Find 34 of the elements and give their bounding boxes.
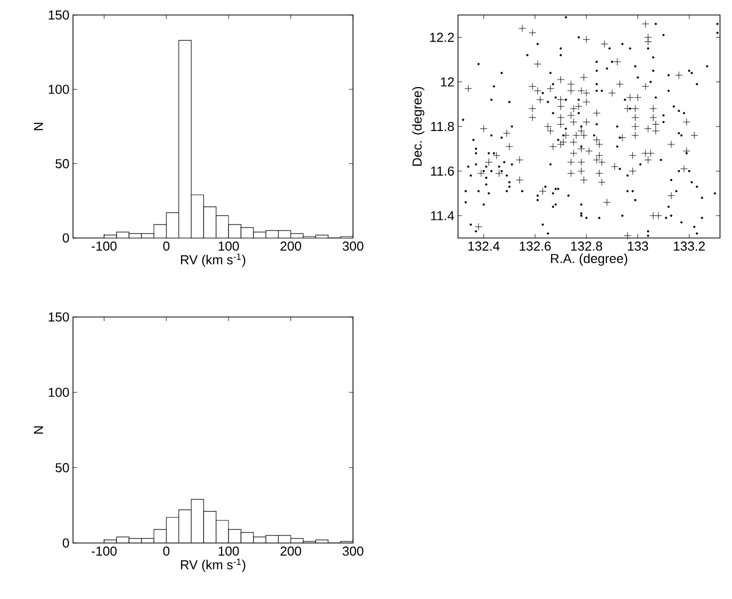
y-tick-label: 100 <box>48 84 69 94</box>
y-tick-label: 12 <box>440 77 454 86</box>
x-tick-label: 0 <box>163 242 170 251</box>
y-tick-label: 0 <box>62 538 69 548</box>
x-tick-label: 132.8 <box>571 242 602 251</box>
x-tick-label: 300 <box>342 546 364 556</box>
x-axis-title: R.A. (degree) <box>551 254 628 266</box>
x-tick-label: 100 <box>218 242 239 251</box>
x-tick-label: -100 <box>92 546 117 556</box>
x-tick-label: 132.4 <box>468 242 500 251</box>
y-tick-label: 150 <box>48 312 69 322</box>
y-tick-label: 0 <box>62 233 69 243</box>
y-tick-label: 100 <box>48 388 69 397</box>
x-axis-title: RV (km s$^{-1}$) <box>181 254 246 267</box>
y-axis-title: N <box>34 426 43 434</box>
x-tick-label: 300 <box>342 242 364 251</box>
y-tick-label: 11.8 <box>431 122 454 132</box>
x-tick-label: 0 <box>163 546 170 556</box>
y-tick-label: 50 <box>56 159 69 168</box>
y-tick-label: 11.4 <box>431 211 454 220</box>
x-tick-label: 200 <box>280 546 302 556</box>
y-tick-label: 150 <box>48 10 69 20</box>
y-tick-label: 11.6 <box>431 166 454 176</box>
x-tick-label: 133 <box>628 242 648 251</box>
x-tick-label: 200 <box>280 242 302 251</box>
x-axis-title: RV (km s$^{-1}$) <box>181 558 246 572</box>
y-tick-label: 12.2 <box>430 32 454 42</box>
x-tick-label: 133.2 <box>674 242 705 251</box>
x-tick-label: -100 <box>92 242 117 251</box>
x-tick-label: 132.6 <box>520 242 551 251</box>
y-tick-label: 50 <box>56 463 69 472</box>
y-axis-title: Dec. (degree) <box>412 86 424 166</box>
y-axis-title: N <box>34 122 43 130</box>
x-tick-label: 100 <box>218 546 239 556</box>
